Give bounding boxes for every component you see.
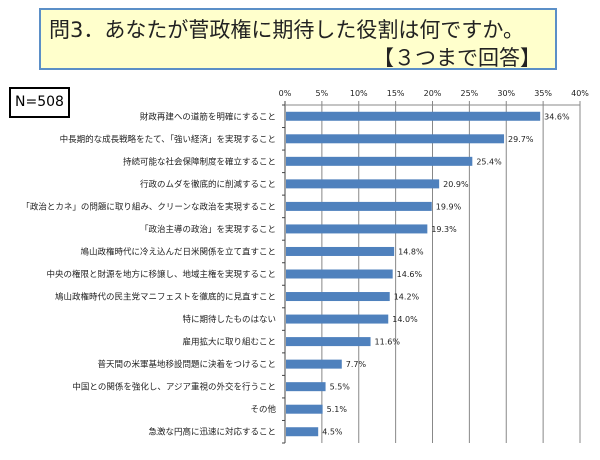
data-label: 34.6% [544, 112, 570, 121]
category-label: 普天間の米軍基地移設問題に決着をつけること [97, 359, 276, 370]
category-label: 急激な円高に迅速に対応すること [148, 427, 276, 438]
data-label: 5.1% [327, 405, 348, 414]
question-text: 問3．あなたが菅政権に期待した役割は何ですか。 [49, 18, 524, 42]
category-label: 鳩山政権時代の民主党マニフェストを徹底的に見直すこと [55, 292, 276, 303]
bar [286, 427, 319, 437]
category-label: 中央の権限と財源を地方に移譲し、地域主権を実現すること [46, 269, 276, 280]
bar [286, 246, 395, 256]
data-label: 14.0% [392, 315, 418, 324]
x-tick-label: 40% [571, 89, 589, 98]
x-tick-label: 10% [350, 89, 368, 98]
x-tick-label: 0% [279, 89, 292, 98]
category-label: 中国との関係を強化し、アジア重視の外交を行うこと [72, 382, 276, 393]
data-label: 14.2% [394, 293, 420, 302]
category-label: その他 [250, 404, 276, 415]
x-tick-label: 35% [534, 89, 552, 98]
x-tick-label: 20% [424, 89, 442, 98]
bar [286, 292, 390, 302]
data-label: 5.5% [330, 383, 351, 392]
data-label: 29.7% [508, 135, 534, 144]
category-label: 財政再建への道筋を明確にすること [140, 111, 276, 122]
bar [286, 382, 326, 392]
bar [286, 404, 323, 414]
category-label: 中長期的な成長戦略をたて、「強い経済」を実現すること [60, 134, 276, 145]
bar [286, 201, 432, 211]
bar [286, 111, 541, 121]
data-label: 4.5% [322, 428, 343, 437]
category-label: 持続可能な社会保障制度を確立すること [123, 156, 276, 167]
data-label: 25.4% [476, 157, 502, 166]
category-label: 「政治主導の政治」を実現すること [140, 224, 276, 235]
x-tick-label: 5% [316, 89, 329, 98]
x-tick-label: 25% [460, 89, 478, 98]
data-label: 20.9% [443, 180, 469, 189]
data-label: 14.8% [398, 247, 424, 256]
bar [286, 337, 371, 347]
category-label: 行政のムダを徹底的に削減すること [140, 179, 276, 190]
category-label: 雇用拡大に取り組むこと [182, 337, 276, 348]
bar [286, 224, 428, 234]
x-tick-label: 30% [497, 89, 515, 98]
x-tick-label: 15% [387, 89, 405, 98]
category-label: 特に期待したものはない [182, 314, 276, 325]
bar [286, 156, 473, 166]
data-label: 19.3% [431, 225, 457, 234]
category-label: 「政治とカネ」の問題に取り組み、クリーンな政治を実現すること [21, 201, 276, 212]
category-label: 鳩山政権時代に冷え込んだ日米関係を立て直すこと [80, 246, 276, 257]
data-label: 7.7% [346, 360, 367, 369]
sample-size: N=508 [9, 87, 70, 118]
bar [286, 179, 440, 189]
bar [286, 269, 393, 279]
data-label: 11.6% [375, 338, 401, 347]
question-title-box: 問3．あなたが菅政権に期待した役割は何ですか。 【３つまで回答】 [39, 8, 557, 70]
answer-note: 【３つまで回答】 [373, 46, 541, 70]
bar [286, 359, 342, 369]
bar [286, 134, 505, 144]
data-label: 19.9% [436, 202, 462, 211]
data-label: 14.6% [397, 270, 423, 279]
bar [286, 314, 389, 324]
